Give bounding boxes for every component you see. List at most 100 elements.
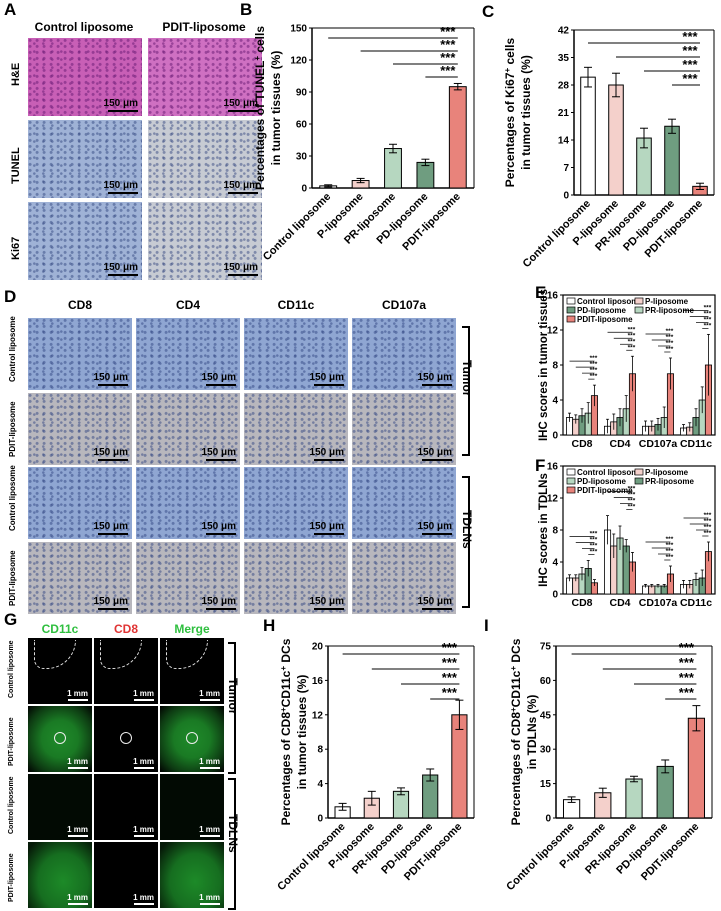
panel-d-col-cd107a: CD107a	[381, 298, 427, 312]
panel-g-group-tumor: Tumor	[226, 678, 240, 715]
y-tick-label: 4	[317, 779, 323, 790]
y-tick-label: 30	[296, 152, 308, 163]
panel-g-col-cd8: CD8	[113, 622, 138, 636]
y-tick-label: 60	[540, 676, 552, 687]
panel-a-tile-r0-c1-scalebar-label: 150 μm	[223, 98, 258, 109]
significance-label: ***	[628, 498, 636, 505]
x-tick-label: CD11c	[680, 438, 712, 450]
y-tick-label: 75	[540, 642, 552, 653]
x-tick-label: CD4	[609, 438, 630, 450]
x-tick-label: PDIT-liposome	[639, 821, 702, 884]
bar	[656, 765, 674, 819]
y-tick-label: 16	[547, 291, 559, 302]
y-tick-label: 28	[558, 81, 570, 92]
legend-swatch	[566, 297, 576, 305]
panel-d-micrographs: CD8 CD4 CD11c CD107a 150 μm 150 μm 150 μm 1…	[8, 298, 474, 614]
panel-g-tile-r2-c2: 1 mm	[160, 774, 224, 840]
panel-d-bracket-tdlns	[462, 476, 470, 608]
y-tick-label: 20	[312, 642, 324, 653]
significance-label: ***	[682, 57, 698, 72]
panel-d-tile-r2-c1: 150 μm	[136, 467, 240, 539]
panel-d-tile-r3-c3: 150 μm	[352, 542, 456, 614]
y-tick-label: 0	[301, 184, 307, 195]
significance-label: ***	[590, 536, 598, 543]
panel-d-tile-r1-c3-scalebar	[422, 459, 452, 461]
significance-label: ***	[442, 640, 458, 655]
panel-d-tile-r3-c0-scalebar-label: 150 μm	[93, 596, 128, 607]
panel-d-tile-r2-c3-scalebar-label: 150 μm	[417, 521, 452, 532]
significance-label: ***	[628, 332, 636, 339]
panel-d-tile-r1-c1: 150 μm	[136, 393, 240, 465]
panel-a-tile-r2-c1-scalebar-label: 150 μm	[223, 262, 258, 273]
panel-g-tile-r0-c1-scalebar	[134, 699, 154, 701]
panel-g-row-label-0: Control liposome	[8, 640, 15, 698]
significance-label: ***	[628, 492, 636, 499]
panel-d-tile-r3-c1: 150 μm	[136, 542, 240, 614]
significance-label: ***	[590, 355, 598, 362]
panel-d-tile-r0-c1-scalebar-label: 150 μm	[201, 372, 236, 383]
panel-d-tile-r3-c2: 150 μm	[244, 542, 348, 614]
panel-g-tile-r1-c1-outline	[120, 732, 132, 744]
significance-label: ***	[628, 338, 636, 345]
chart-f: 0481216************CD8************CD4***…	[538, 462, 716, 609]
panel-letter-d: D	[4, 287, 17, 306]
panel-g-tile-r0-c2-outline	[166, 640, 208, 669]
panel-d-tile-r2-c0-scalebar-label: 150 μm	[93, 521, 128, 532]
y-axis-label-line2: in tumor tissues (%)	[519, 55, 533, 170]
panel-d-tile-r2-c3-scalebar	[422, 533, 452, 535]
panel-a-tile-r2-c0-scalebar-label: 150 μm	[103, 262, 138, 273]
significance-label: ***	[682, 29, 698, 44]
y-tick-label: 0	[563, 191, 569, 202]
panel-g-tile-r1-c2-scalebar	[200, 767, 220, 769]
panel-g-tile-r0-c2-scalebar-label: 1 mm	[199, 689, 220, 698]
x-tick-label: PDIT-liposome	[400, 191, 463, 254]
legend-label: PD-liposome	[577, 306, 626, 315]
panel-g-tile-r1-c2-scalebar-label: 1 mm	[199, 757, 220, 766]
panel-a-tile-r0-c1-scalebar	[228, 110, 258, 112]
bar	[687, 717, 706, 819]
y-tick-label: 90	[296, 88, 308, 99]
y-tick-label: 7	[563, 163, 569, 174]
significance-label: ***	[666, 548, 674, 555]
panel-d-tile-r2-c2-scalebar	[314, 533, 344, 535]
y-tick-label: 60	[296, 120, 308, 131]
significance-label: ***	[590, 542, 598, 549]
y-axis-label-line2: in TDLNs (%)	[525, 695, 539, 770]
panel-g-tile-r0-c1: 1 mm	[94, 638, 158, 704]
panel-g-tile-r1-c0-outline	[54, 732, 66, 744]
panel-d-tile-r0-c0-scalebar	[98, 384, 128, 386]
y-axis-label-superscript: +	[509, 707, 518, 712]
significance-label: ***	[590, 530, 598, 537]
legend-swatch	[566, 477, 576, 485]
panel-a-tile-r1-c0-scalebar	[108, 192, 138, 194]
significance-label: ***	[679, 670, 695, 685]
y-tick-label: 4	[552, 396, 558, 407]
panel-letter-a: A	[4, 0, 17, 19]
panel-g-tile-r1-c1: 1 mm	[94, 706, 158, 772]
panel-d-tile-r0-c0-scalebar-label: 150 μm	[93, 372, 128, 383]
significance-label: ***	[590, 373, 598, 380]
panel-d-tile-r1-c1-scalebar	[206, 459, 236, 461]
y-tick-label: 21	[558, 108, 570, 119]
panel-g-tile-r1-c1-scalebar-label: 1 mm	[133, 757, 154, 766]
x-tick-label: CD107a	[639, 597, 678, 609]
panel-letter-h: H	[263, 616, 276, 635]
panel-d-bracket-tumor	[462, 326, 470, 456]
bar	[392, 790, 410, 819]
significance-label: ***	[666, 542, 674, 549]
significance-label: ***	[679, 640, 695, 655]
bar	[448, 86, 467, 189]
legend-swatch	[634, 477, 644, 485]
significance-label: ***	[666, 346, 674, 353]
y-tick-label: 8	[552, 526, 558, 537]
y-tick-label: 12	[547, 326, 559, 337]
y-tick-label: 0	[545, 814, 551, 825]
y-axis-label: IHC scores in TDLNs	[538, 473, 550, 587]
significance-label: ***	[442, 655, 458, 670]
panel-a-tile-r1-c1: 150 μm	[148, 120, 262, 198]
panel-d-tile-r1-c0-scalebar	[98, 459, 128, 461]
legend-swatch	[634, 297, 644, 305]
panel-g-tile-r0-c1-scalebar-label: 1 mm	[133, 689, 154, 698]
y-tick-label: 16	[312, 676, 324, 687]
